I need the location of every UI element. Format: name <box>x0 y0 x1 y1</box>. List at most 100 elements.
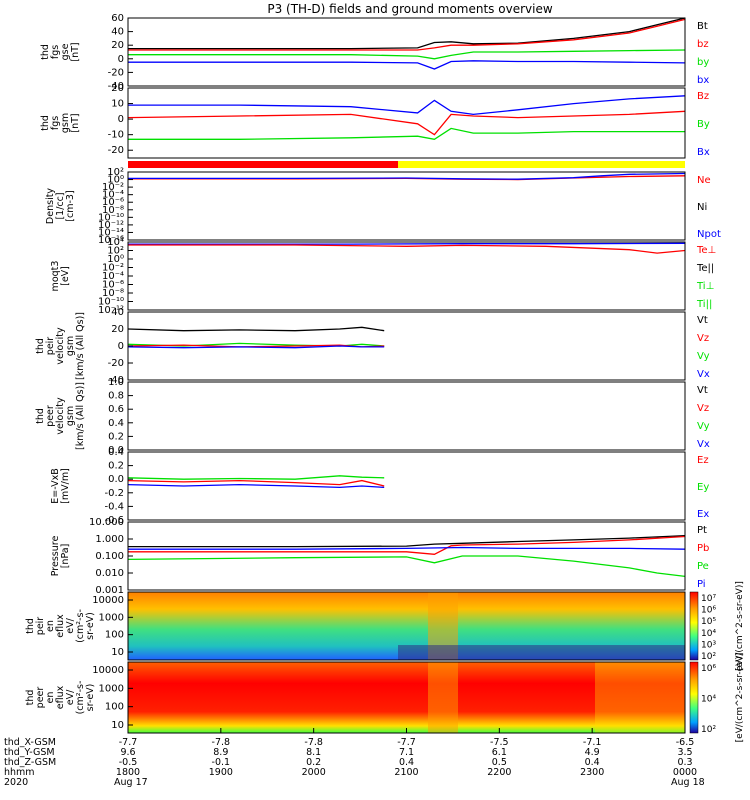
ylabel-line: Pressure <box>50 536 61 577</box>
colorbar-tick: 10⁴ <box>701 695 716 705</box>
ytick-label: -0.4 <box>104 501 124 512</box>
series-Pb <box>128 535 686 555</box>
colorbar-tick: 10⁵ <box>701 617 716 627</box>
ylabel-line: thd <box>35 338 46 354</box>
xaxis-value: 4.9 <box>585 747 600 758</box>
ytick-label: 0.100 <box>95 551 124 562</box>
ytick-label: 10² <box>107 167 124 178</box>
ylabel-line: velocity <box>55 327 66 365</box>
xaxis-value: 8.9 <box>213 747 228 758</box>
ylabel-line: peer <box>35 687 46 709</box>
series-Ey <box>127 475 385 480</box>
xaxis-value: 2000 <box>302 767 326 778</box>
ylabel-line: eV/ <box>65 617 76 633</box>
legend-Vz: Vz <box>697 333 709 344</box>
ylabel-line: fgs <box>50 45 61 59</box>
ytick-label: 10⁻⁸ <box>102 288 124 299</box>
ylabel-temperature: moqt3 [eV] <box>50 261 71 292</box>
ylabel-line: eflux <box>55 685 66 709</box>
legend-bx: bx <box>697 75 709 86</box>
xaxis-value: 0000 <box>673 767 697 778</box>
ylabel-line: (cm²-s- <box>75 681 86 715</box>
series-Bz <box>127 110 686 136</box>
series-By <box>128 127 685 140</box>
legend-Pe: Pe <box>697 561 709 572</box>
ylabel-line: eflux <box>55 614 66 638</box>
colorbar-tick: 10⁴ <box>701 629 716 639</box>
ytick-label: -10 <box>108 130 124 141</box>
ytick-label: 0.010 <box>95 568 124 579</box>
series-Pe <box>127 555 686 578</box>
legend-Npot: Npot <box>697 229 721 240</box>
ylabel-line: [nT] <box>70 42 81 61</box>
colorbar-tick: 10² <box>701 652 716 662</box>
legend-Ey: Ey <box>697 482 709 493</box>
panel-frame <box>127 171 686 241</box>
ylabel-fgs_gsm: thd fgs gsm [nT] <box>40 113 81 133</box>
ylabel-line: gse <box>60 43 71 60</box>
panel-frame <box>127 451 686 521</box>
ytick-label: 0 <box>118 341 124 352</box>
ytick-label: 10⁻⁸ <box>102 205 124 216</box>
xaxis-value: 6.1 <box>492 747 507 758</box>
legend-Bz: Bz <box>697 91 709 102</box>
legend-Pb: Pb <box>697 543 709 554</box>
legend-Pi: Pi <box>697 579 706 590</box>
ytick-label: 40 <box>111 307 124 318</box>
ytick-label: 10⁻¹⁰ <box>98 297 124 308</box>
series-by <box>128 49 686 60</box>
panel-fgs_gse: thd fgs gse [nT] 60 40 20 0 -20 -40 Bt bz by bx <box>40 13 709 92</box>
legend-Ti||: Ti|| <box>696 299 712 310</box>
colorbar-tick: 10³ <box>701 640 716 650</box>
panel-peer_velocity: thd peer velocity gsm [km/s (All Qs)] 1.0 0.8 0… <box>35 377 710 456</box>
legend-Te⊥: Te⊥ <box>696 245 716 256</box>
ylabel-peir_velocity: thd peir velocity gsm [km/s (All Qs)] <box>35 312 86 380</box>
ylabel-line: [1/cc] <box>55 192 66 219</box>
ytick-label: 10⁻² <box>102 182 124 193</box>
ytick-label: 0.2 <box>108 461 124 472</box>
ytick-label: 0.2 <box>108 431 124 442</box>
ytick-label: 0.8 <box>108 391 124 402</box>
panel-peir_velocity: thd peir velocity gsm [km/s (All Qs)] 40 20 0 -2… <box>35 307 710 386</box>
xaxis-date-end: Aug 18 <box>671 777 705 788</box>
xaxis-value: -7.8 <box>304 737 323 748</box>
ylabel-line: Density <box>45 188 56 224</box>
ytick-label: 10.000 <box>89 517 124 528</box>
ytick-label: 10000 <box>92 665 124 676</box>
xaxis-year: 2020 <box>4 777 28 788</box>
ytick-label: 100 <box>105 702 124 713</box>
xaxis-value: 0.3 <box>677 757 692 768</box>
ytick-label: 10⁻⁶ <box>102 280 124 291</box>
xaxis-date-start: Aug 17 <box>114 777 148 788</box>
ytick-label: -0.6 <box>104 515 124 526</box>
series-Vx <box>127 345 385 349</box>
series-Ez <box>127 479 385 487</box>
ylabel-line: [mV/m] <box>60 468 71 504</box>
ylabel-line: thd <box>25 690 36 706</box>
ytick-label: 0 <box>118 114 124 125</box>
xaxis-value: 0.4 <box>585 757 600 768</box>
ytick-label: 60 <box>111 13 124 24</box>
panel-peer_eflux: thd peer en eflux eV/(cm²-s-sr-eV) 10⁶ 10⁴ 10² [… <box>25 653 745 743</box>
ytick-label: 10 <box>111 720 124 731</box>
ylabel-peer_velocity: thd peer velocity gsm [km/s (All Qs)] <box>35 382 86 450</box>
mode-bar-red <box>128 161 398 168</box>
series-Npot <box>128 172 686 180</box>
colorbar-label: [eV/(cm^2-s-sr-eV)] <box>735 581 745 671</box>
mode-bar-yellow <box>398 161 685 168</box>
ytick-label: 10⁻⁴ <box>102 271 124 282</box>
xaxis-value: 0.2 <box>306 757 321 768</box>
ylabel-line: eV/ <box>65 689 76 705</box>
xaxis-value: -7.7 <box>119 737 138 748</box>
colorbar-peer_eflux <box>689 661 699 734</box>
ylabel-line: sr-eV) <box>85 684 96 712</box>
xaxis-row-label: thd_X-GSM <box>4 737 56 748</box>
spectrogram-band <box>428 662 458 733</box>
ylabel-line: [nPa] <box>60 544 71 569</box>
colorbar-tick: 10⁶ <box>701 606 716 616</box>
ylabel-line: gsm <box>60 113 71 133</box>
ytick-label: 20 <box>111 40 124 51</box>
series-Vy <box>127 342 385 347</box>
legend-Te||: Te|| <box>696 263 714 274</box>
